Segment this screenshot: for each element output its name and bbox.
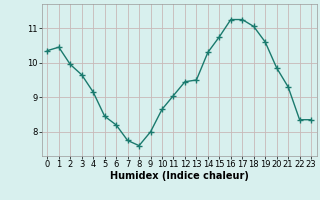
X-axis label: Humidex (Indice chaleur): Humidex (Indice chaleur) — [110, 171, 249, 181]
